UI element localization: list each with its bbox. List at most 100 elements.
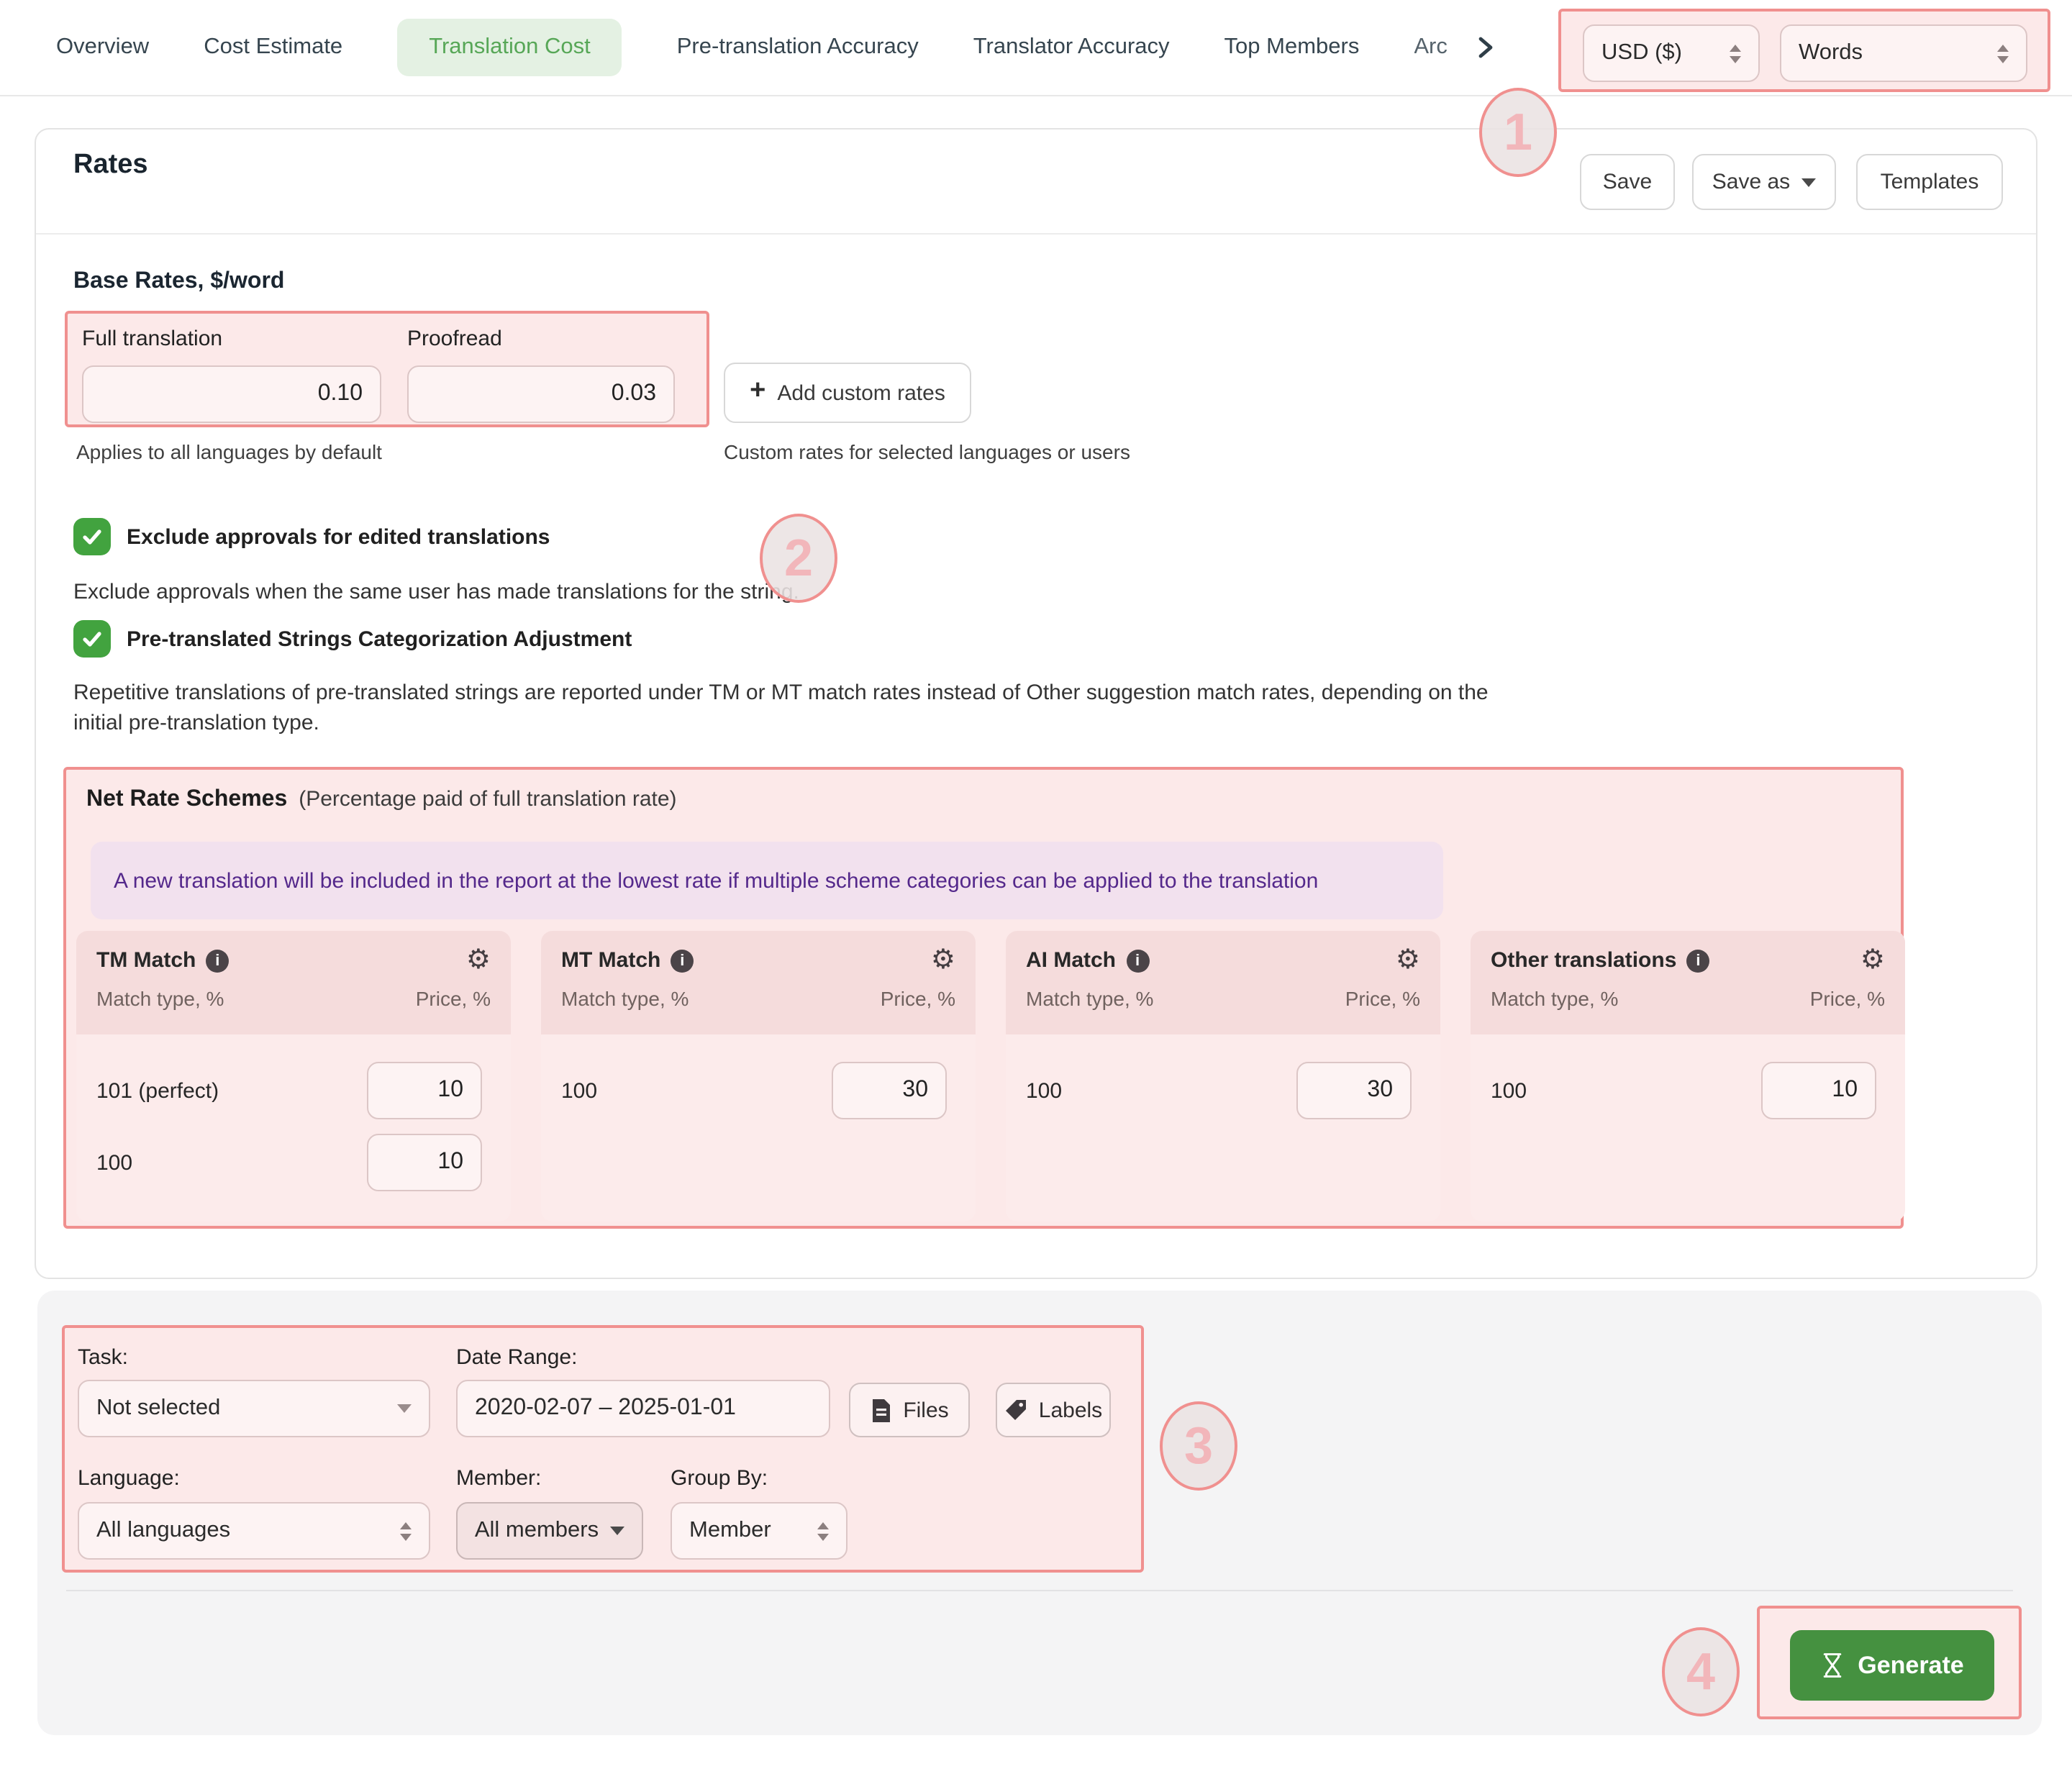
check-icon bbox=[83, 529, 101, 545]
file-icon bbox=[872, 1398, 890, 1422]
generate-button[interactable]: Generate bbox=[1790, 1630, 1994, 1701]
panel-divider bbox=[66, 1590, 2013, 1591]
unit-select[interactable]: Words bbox=[1780, 24, 2027, 82]
add-custom-rates-label: Add custom rates bbox=[777, 381, 945, 405]
language-label: Language: bbox=[78, 1466, 180, 1491]
member-select[interactable]: All members bbox=[456, 1502, 643, 1560]
price-column-label: Price, % bbox=[880, 987, 955, 1010]
rate-row: 100 bbox=[1006, 1055, 1440, 1127]
match-type-value: 100 bbox=[1491, 1078, 1527, 1103]
match-type-column-label: Match type, % bbox=[1026, 987, 1154, 1010]
sort-arrows-icon bbox=[1730, 44, 1741, 63]
annotation-highlight-3: Task: Date Range: Not selected 2020-02-0… bbox=[62, 1325, 1144, 1573]
tabs-overflow-chevron-icon[interactable] bbox=[1476, 35, 1495, 60]
save-button-label: Save bbox=[1602, 170, 1653, 194]
task-select-value: Not selected bbox=[96, 1396, 221, 1420]
tab-translation-cost[interactable]: Translation Cost bbox=[397, 19, 622, 76]
other-translations-header: Other translations i ⚙ Match type, % Pri… bbox=[1471, 931, 1905, 1034]
tab-archive-truncated[interactable]: Arc bbox=[1414, 35, 1448, 59]
rates-title: Rates bbox=[73, 150, 148, 180]
report-tab-bar: Overview Cost Estimate Translation Cost … bbox=[0, 0, 2072, 96]
price-column-label: Price, % bbox=[1809, 987, 1885, 1010]
tab-cost-estimate[interactable]: Cost Estimate bbox=[204, 35, 343, 59]
match-type-value: 100 bbox=[1026, 1078, 1063, 1103]
exclude-approvals-checkbox[interactable] bbox=[73, 518, 111, 555]
exclude-approvals-description: Exclude approvals when the same user has… bbox=[73, 580, 799, 604]
match-type-column-label: Match type, % bbox=[96, 987, 224, 1010]
date-range-input[interactable]: 2020-02-07 – 2025-01-01 bbox=[456, 1380, 830, 1437]
price-input[interactable] bbox=[1296, 1062, 1412, 1119]
group-by-label: Group By: bbox=[671, 1466, 768, 1491]
plus-icon: + bbox=[750, 376, 766, 406]
gear-icon[interactable]: ⚙ bbox=[465, 945, 491, 975]
add-custom-rates-button[interactable]: + Add custom rates bbox=[724, 363, 971, 423]
save-as-button-label: Save as bbox=[1712, 170, 1791, 194]
ai-match-card: AI Match i ⚙ Match type, % Price, % 100 bbox=[1006, 931, 1440, 1222]
rate-row: 100 bbox=[541, 1055, 976, 1127]
annotation-circle-4: 4 bbox=[1662, 1627, 1740, 1716]
gear-icon[interactable]: ⚙ bbox=[1860, 945, 1885, 975]
tm-match-header: TM Match i ⚙ Match type, % Price, % bbox=[76, 931, 511, 1034]
save-button[interactable]: Save bbox=[1580, 154, 1675, 210]
annotation-highlight-net-rates: Net Rate Schemes (Percentage paid of ful… bbox=[63, 767, 1905, 1229]
labels-button-label: Labels bbox=[1038, 1398, 1103, 1422]
gear-icon[interactable]: ⚙ bbox=[1395, 945, 1420, 975]
net-rate-cards: TM Match i ⚙ Match type, % Price, % 101 … bbox=[76, 931, 1905, 1222]
price-input[interactable] bbox=[367, 1134, 482, 1191]
pretranslated-adjustment-checkbox[interactable] bbox=[73, 620, 111, 658]
info-icon[interactable]: i bbox=[671, 949, 694, 972]
gear-icon[interactable]: ⚙ bbox=[930, 945, 955, 975]
base-rates-heading: Base Rates, $/word bbox=[73, 269, 285, 294]
pretranslated-adjustment-description: Repetitive translations of pre-translate… bbox=[73, 681, 1489, 735]
price-input[interactable] bbox=[832, 1062, 947, 1119]
group-by-select[interactable]: Member bbox=[671, 1502, 848, 1560]
proofread-rate-input[interactable] bbox=[407, 365, 675, 423]
pretranslated-adjustment-label: Pre-translated Strings Categorization Ad… bbox=[127, 627, 632, 652]
info-icon[interactable]: i bbox=[1126, 949, 1150, 972]
rate-row: 100 bbox=[76, 1127, 511, 1198]
match-type-column-label: Match type, % bbox=[561, 987, 689, 1010]
sort-arrows-icon bbox=[1997, 44, 2009, 63]
templates-button[interactable]: Templates bbox=[1856, 154, 2003, 210]
price-column-label: Price, % bbox=[1345, 987, 1420, 1010]
exclude-approvals-label: Exclude approvals for edited translation… bbox=[127, 525, 550, 550]
annotation-circle-3: 3 bbox=[1160, 1401, 1237, 1491]
language-select[interactable]: All languages bbox=[78, 1502, 430, 1560]
lowest-rate-notice: A new translation will be included in th… bbox=[91, 842, 1443, 919]
files-button-label: Files bbox=[903, 1398, 949, 1422]
tag-icon bbox=[1005, 1400, 1026, 1420]
labels-button[interactable]: Labels bbox=[996, 1383, 1111, 1437]
lowest-rate-notice-text: A new translation will be included in th… bbox=[114, 868, 1319, 893]
annotation-circle-2: 2 bbox=[760, 514, 837, 603]
tm-match-card: TM Match i ⚙ Match type, % Price, % 101 … bbox=[76, 931, 511, 1222]
price-column-label: Price, % bbox=[415, 987, 491, 1010]
report-tabs: Overview Cost Estimate Translation Cost … bbox=[56, 0, 1495, 95]
language-select-value: All languages bbox=[96, 1518, 231, 1542]
match-type-value: 100 bbox=[561, 1078, 598, 1103]
price-input[interactable] bbox=[1761, 1062, 1876, 1119]
net-rate-schemes-subtitle: (Percentage paid of full translation rat… bbox=[299, 787, 677, 811]
tab-overview[interactable]: Overview bbox=[56, 35, 150, 59]
full-translation-label: Full translation bbox=[82, 327, 223, 351]
files-button[interactable]: Files bbox=[849, 1383, 970, 1437]
sort-arrows-icon bbox=[400, 1521, 412, 1540]
task-select[interactable]: Not selected bbox=[78, 1380, 430, 1437]
match-type-column-label: Match type, % bbox=[1491, 987, 1619, 1010]
info-icon[interactable]: i bbox=[1686, 949, 1710, 972]
caret-down-icon bbox=[610, 1527, 625, 1535]
tab-translator-accuracy[interactable]: Translator Accuracy bbox=[973, 35, 1170, 59]
info-icon[interactable]: i bbox=[206, 949, 230, 972]
full-translation-rate-input[interactable] bbox=[82, 365, 381, 423]
date-range-label: Date Range: bbox=[456, 1345, 578, 1370]
rate-row: 100 bbox=[1471, 1055, 1905, 1127]
other-translations-card: Other translations i ⚙ Match type, % Pri… bbox=[1471, 931, 1905, 1222]
group-by-select-value: Member bbox=[689, 1518, 771, 1542]
currency-select[interactable]: USD ($) bbox=[1583, 24, 1760, 82]
tab-pre-translation-accuracy[interactable]: Pre-translation Accuracy bbox=[676, 35, 919, 59]
tab-top-members[interactable]: Top Members bbox=[1224, 35, 1360, 59]
member-label: Member: bbox=[456, 1466, 542, 1491]
price-input[interactable] bbox=[367, 1062, 482, 1119]
save-as-button[interactable]: Save as bbox=[1692, 154, 1836, 210]
annotation-highlight-2: Full translation Proofread bbox=[65, 311, 709, 427]
sort-arrows-icon bbox=[817, 1521, 829, 1540]
